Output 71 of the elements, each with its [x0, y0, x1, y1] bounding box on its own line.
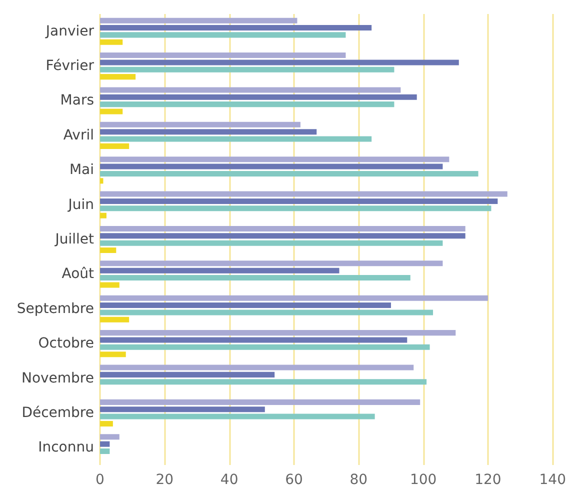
y-tick-label: Novembre [21, 370, 94, 386]
bar [100, 164, 443, 170]
bar [100, 260, 443, 266]
bar [100, 379, 427, 385]
bar [100, 129, 317, 135]
bar [100, 399, 420, 405]
y-tick-label: Avril [63, 127, 94, 144]
bar [100, 170, 478, 176]
y-tick-label: Septembre [16, 300, 94, 317]
bar [100, 226, 466, 232]
x-tick-label: 20 [156, 472, 174, 488]
bar [100, 268, 340, 274]
bar [100, 102, 394, 108]
x-tick-label: 40 [220, 472, 238, 488]
bar [100, 275, 410, 281]
bar [100, 406, 265, 412]
x-tick-label: 60 [285, 472, 303, 488]
bar [100, 295, 488, 301]
bar [100, 448, 110, 454]
bar [100, 302, 391, 308]
bar [100, 74, 136, 80]
x-tick-label: 0 [96, 472, 104, 488]
x-tick-label: 80 [350, 472, 368, 488]
bar [100, 233, 466, 239]
bar [100, 282, 120, 288]
x-tick-label: 100 [410, 472, 437, 488]
bar [100, 344, 430, 350]
bar [100, 337, 408, 343]
y-tick-label: Janvier [44, 23, 94, 40]
bar [100, 316, 130, 322]
bar [100, 32, 346, 38]
bar [100, 206, 492, 212]
bar [100, 364, 414, 370]
y-tick-label: Décembre [22, 404, 94, 421]
bar [100, 330, 456, 336]
bar [100, 24, 372, 31]
bar [100, 143, 130, 149]
y-tick-label: Mars [60, 92, 94, 109]
bar [100, 108, 123, 114]
y-tick-label: Juin [67, 196, 94, 213]
bar [100, 198, 498, 204]
y-tick-label: Août [62, 266, 95, 282]
y-tick-label: Février [46, 58, 94, 74]
bar [100, 18, 298, 24]
y-tick-label: Inconnu [38, 440, 94, 456]
bar [100, 248, 116, 254]
bar [100, 156, 450, 162]
bar [100, 191, 508, 197]
bar [100, 94, 417, 100]
bar [100, 434, 120, 440]
y-tick-label: Octobre [38, 336, 94, 352]
bar [100, 352, 126, 358]
bar [100, 122, 300, 128]
y-tick-label: Juillet [54, 232, 95, 248]
bar [100, 420, 113, 426]
bar [100, 441, 110, 447]
bar [100, 178, 104, 184]
x-tick-label: 120 [474, 472, 502, 488]
bar [100, 60, 459, 66]
bar [100, 310, 434, 316]
bar [100, 414, 375, 420]
x-tick-label: 140 [539, 472, 566, 488]
bar [100, 136, 372, 142]
bar [100, 52, 346, 58]
bar [100, 39, 123, 45]
bar [100, 66, 394, 72]
bar [100, 87, 401, 93]
bar [100, 372, 275, 378]
bar [100, 212, 106, 218]
y-tick-label: Mai [69, 162, 94, 178]
bar [100, 240, 443, 246]
